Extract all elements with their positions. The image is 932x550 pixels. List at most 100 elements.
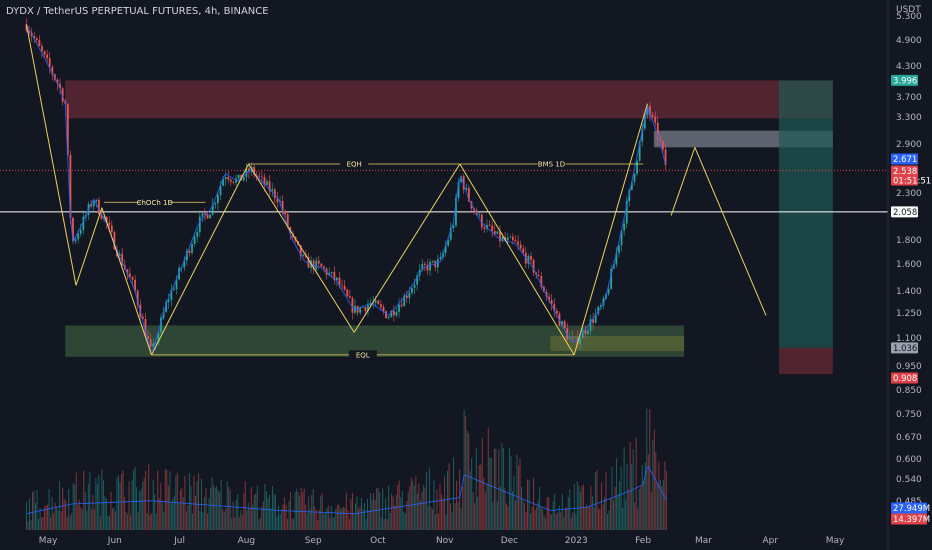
price-tag-bg: [891, 342, 918, 354]
chart-title: DYDX / TetherUS PERPETUAL FUTURES, 4h, B…: [6, 6, 269, 17]
volume-bar: [643, 480, 645, 530]
volume-bar: [508, 447, 510, 530]
volume-bar: [300, 487, 302, 530]
candle-body: [149, 339, 152, 348]
volume-bar: [362, 509, 364, 530]
volume-bar: [228, 487, 230, 530]
candle-body: [302, 254, 305, 256]
volume-bar: [259, 517, 261, 530]
volume-bar: [534, 509, 536, 530]
volume-bar: [202, 512, 204, 530]
volume-bar: [271, 486, 273, 530]
volume-bar: [419, 499, 421, 530]
volume-bar: [545, 517, 547, 530]
candle-body: [72, 217, 74, 242]
volume-bar: [584, 506, 586, 530]
candle-body: [462, 176, 465, 190]
candle-body: [493, 230, 496, 234]
candle-body: [411, 287, 413, 293]
annotation-label-bg: [348, 350, 377, 360]
candle-body: [248, 168, 250, 172]
candle-body: [219, 185, 222, 195]
price-tick-label: 1.800: [896, 236, 922, 246]
volume-bar: [442, 498, 444, 530]
volume-tag-bg: [891, 513, 927, 525]
candle-body: [398, 304, 400, 312]
volume-bar: [140, 488, 142, 530]
volume-bar: [617, 494, 619, 530]
volume-bar: [409, 486, 411, 530]
volume-bar: [105, 498, 107, 530]
volume-bar: [208, 498, 210, 530]
volume-bar: [368, 510, 370, 530]
volume-bar: [459, 469, 461, 530]
candle-body: [82, 216, 85, 230]
volume-bar: [330, 505, 332, 530]
candle-body: [320, 263, 323, 267]
price-axis[interactable]: 5.300 4.900 4.300 3.700 3.300 2.900 2.300 1.800…: [896, 12, 922, 507]
candle-body: [41, 46, 43, 52]
time-tick-label: Jul: [173, 536, 185, 546]
volume-bar: [588, 505, 590, 530]
volume-bar: [552, 501, 554, 530]
volume-bar: [151, 513, 153, 530]
volume-bar: [309, 508, 311, 530]
time-axis[interactable]: May Jun Jul Aug Sep Oct Nov Dec 2023 Feb Mar Apr May: [39, 536, 845, 546]
candle-body: [509, 236, 512, 238]
candle-body: [618, 245, 620, 253]
price-tick-label: 1.250: [896, 309, 922, 319]
volume-bar: [118, 475, 120, 530]
volume-bar: [590, 485, 592, 530]
volume-bar: [376, 488, 378, 530]
candle-body: [196, 232, 199, 237]
candle-body: [641, 128, 644, 142]
volume-bar: [430, 506, 432, 530]
volume-bar: [560, 512, 562, 530]
volume-bar: [326, 508, 328, 530]
annotation-label: EQH: [347, 161, 362, 169]
volume-bar: [131, 480, 133, 530]
time-tick-label: Jun: [107, 536, 122, 546]
candle-body: [380, 304, 382, 308]
annotation-label: EQL: [356, 351, 370, 359]
candle-body: [271, 189, 274, 192]
volume-bar: [258, 519, 260, 530]
candle-body: [79, 229, 82, 234]
time-tick-label: Nov: [436, 536, 454, 546]
candle-body: [385, 311, 387, 319]
volume-bar: [616, 458, 618, 530]
volume-bar: [377, 487, 379, 530]
time-tick-label: Dec: [501, 536, 518, 546]
time-tick-label: May: [826, 536, 845, 546]
volume-bar: [457, 501, 459, 530]
volume-bar: [489, 458, 491, 530]
volume-bar: [204, 497, 206, 530]
volume-bar: [536, 506, 538, 530]
volume-bar: [465, 415, 467, 530]
volume-bar: [342, 506, 344, 530]
volume-bar: [172, 498, 174, 530]
candle-body: [656, 122, 659, 140]
zone-long-stop: [778, 347, 833, 374]
volume-bar: [41, 517, 43, 530]
volume-bar: [104, 496, 106, 530]
volume-bar: [274, 495, 276, 530]
volume-bar: [285, 504, 287, 530]
volume-bar: [27, 521, 29, 530]
candle-body: [530, 255, 532, 260]
candle-body: [165, 301, 168, 312]
candle-body: [460, 176, 463, 182]
volume-bar: [237, 494, 239, 530]
candle-body: [276, 198, 279, 203]
volume-bar: [543, 515, 545, 530]
horizontal-lines-layer: [0, 169, 888, 213]
volume-bar: [152, 480, 154, 530]
volume-bar: [367, 498, 369, 530]
time-tick-label: Feb: [635, 536, 651, 546]
volume-bar: [149, 514, 151, 530]
candle-body: [346, 289, 349, 297]
volume-bar: [312, 489, 314, 530]
candle-body: [131, 277, 134, 280]
